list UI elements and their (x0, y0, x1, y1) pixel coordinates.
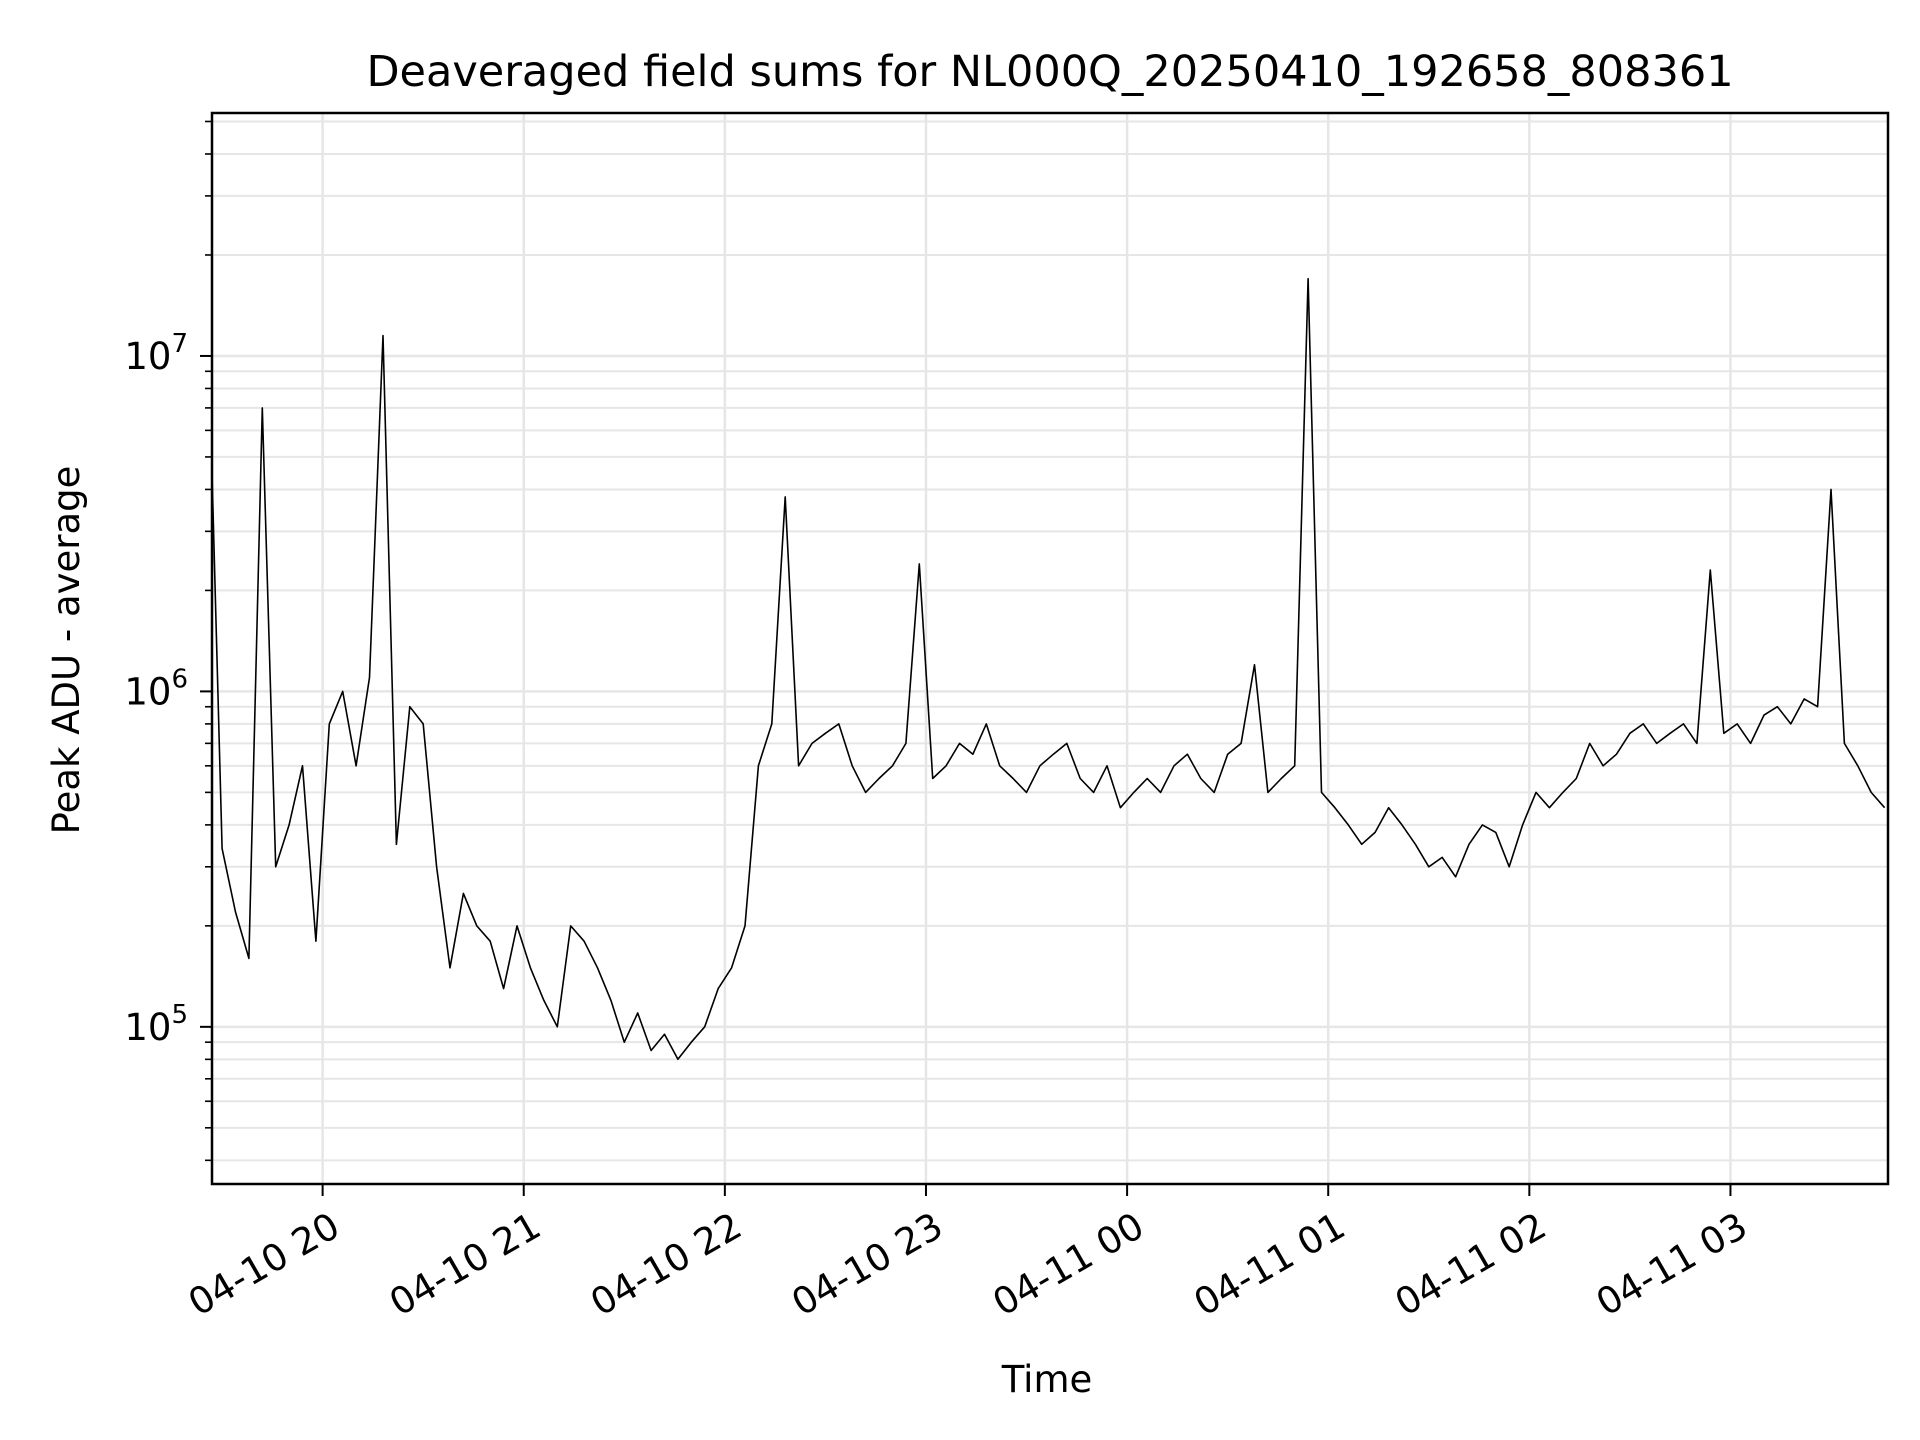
grid (212, 113, 1888, 1184)
series-line (211, 277, 1886, 1061)
y-tick-label: 106 (124, 664, 188, 713)
y-axis-label: Peak ADU - average (45, 466, 88, 835)
y-axis: 105 106 107 (124, 120, 212, 1162)
chart-title: Deaveraged field sums for NL000Q_2025041… (366, 47, 1733, 97)
plot-frame (210, 111, 1890, 1186)
y-tick-label: 107 (124, 329, 188, 378)
y-tick-label: 105 (124, 1000, 188, 1049)
x-axis-label: Time (1001, 1358, 1093, 1401)
series-line-layer (211, 277, 1886, 1061)
